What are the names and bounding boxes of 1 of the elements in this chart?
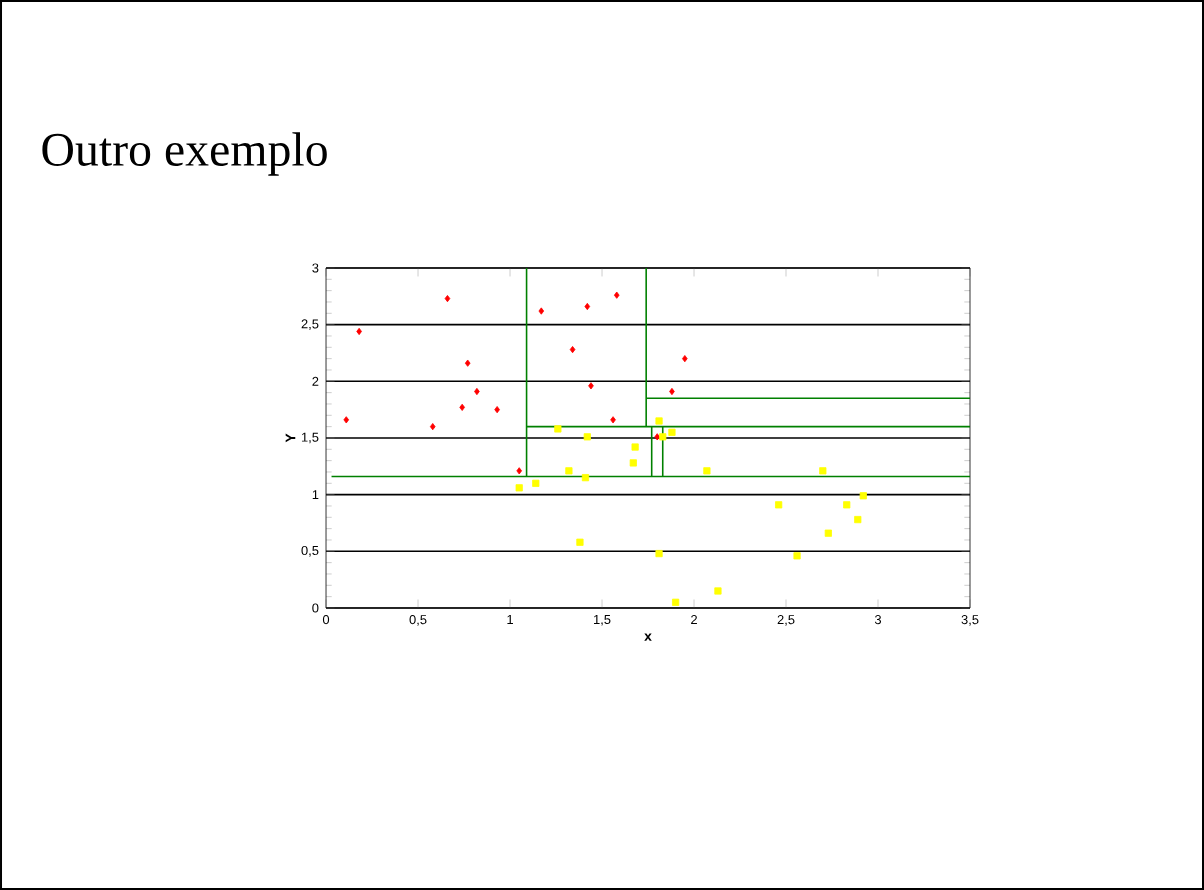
chart-title: Outro exemplo <box>42 132 327 176</box>
